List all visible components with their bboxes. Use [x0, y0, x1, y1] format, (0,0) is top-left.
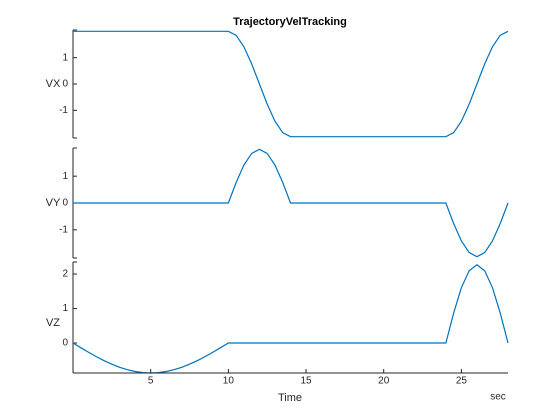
x-tick-label: 10 — [223, 376, 235, 387]
series-line — [73, 30, 509, 138]
y-axis-label: VY — [46, 197, 61, 209]
y-tick-label: 0 — [62, 198, 68, 209]
y-tick-label: 1 — [62, 52, 68, 63]
y-axis-label: VZ — [46, 317, 60, 329]
y-axis-label: VX — [46, 78, 61, 90]
y-tick-label: -1 — [59, 105, 68, 116]
y-tick-label: 1 — [62, 171, 68, 182]
y-tick-label: -1 — [59, 224, 68, 235]
x-tick-label: 25 — [456, 376, 468, 387]
series-line — [73, 148, 509, 258]
x-axis-label: Time — [278, 392, 302, 404]
x-tick-label: 20 — [378, 376, 390, 387]
chart-title: TrajectoryVelTracking — [233, 16, 347, 28]
x-tick-label: 15 — [300, 376, 312, 387]
y-tick-label: 1 — [62, 303, 68, 314]
y-tick-label: 0 — [62, 338, 68, 349]
y-tick-label: 2 — [62, 269, 68, 280]
x-tick-label: 5 — [148, 376, 154, 387]
x-axis-unit: sec — [490, 392, 506, 403]
y-tick-label: 0 — [62, 79, 68, 90]
